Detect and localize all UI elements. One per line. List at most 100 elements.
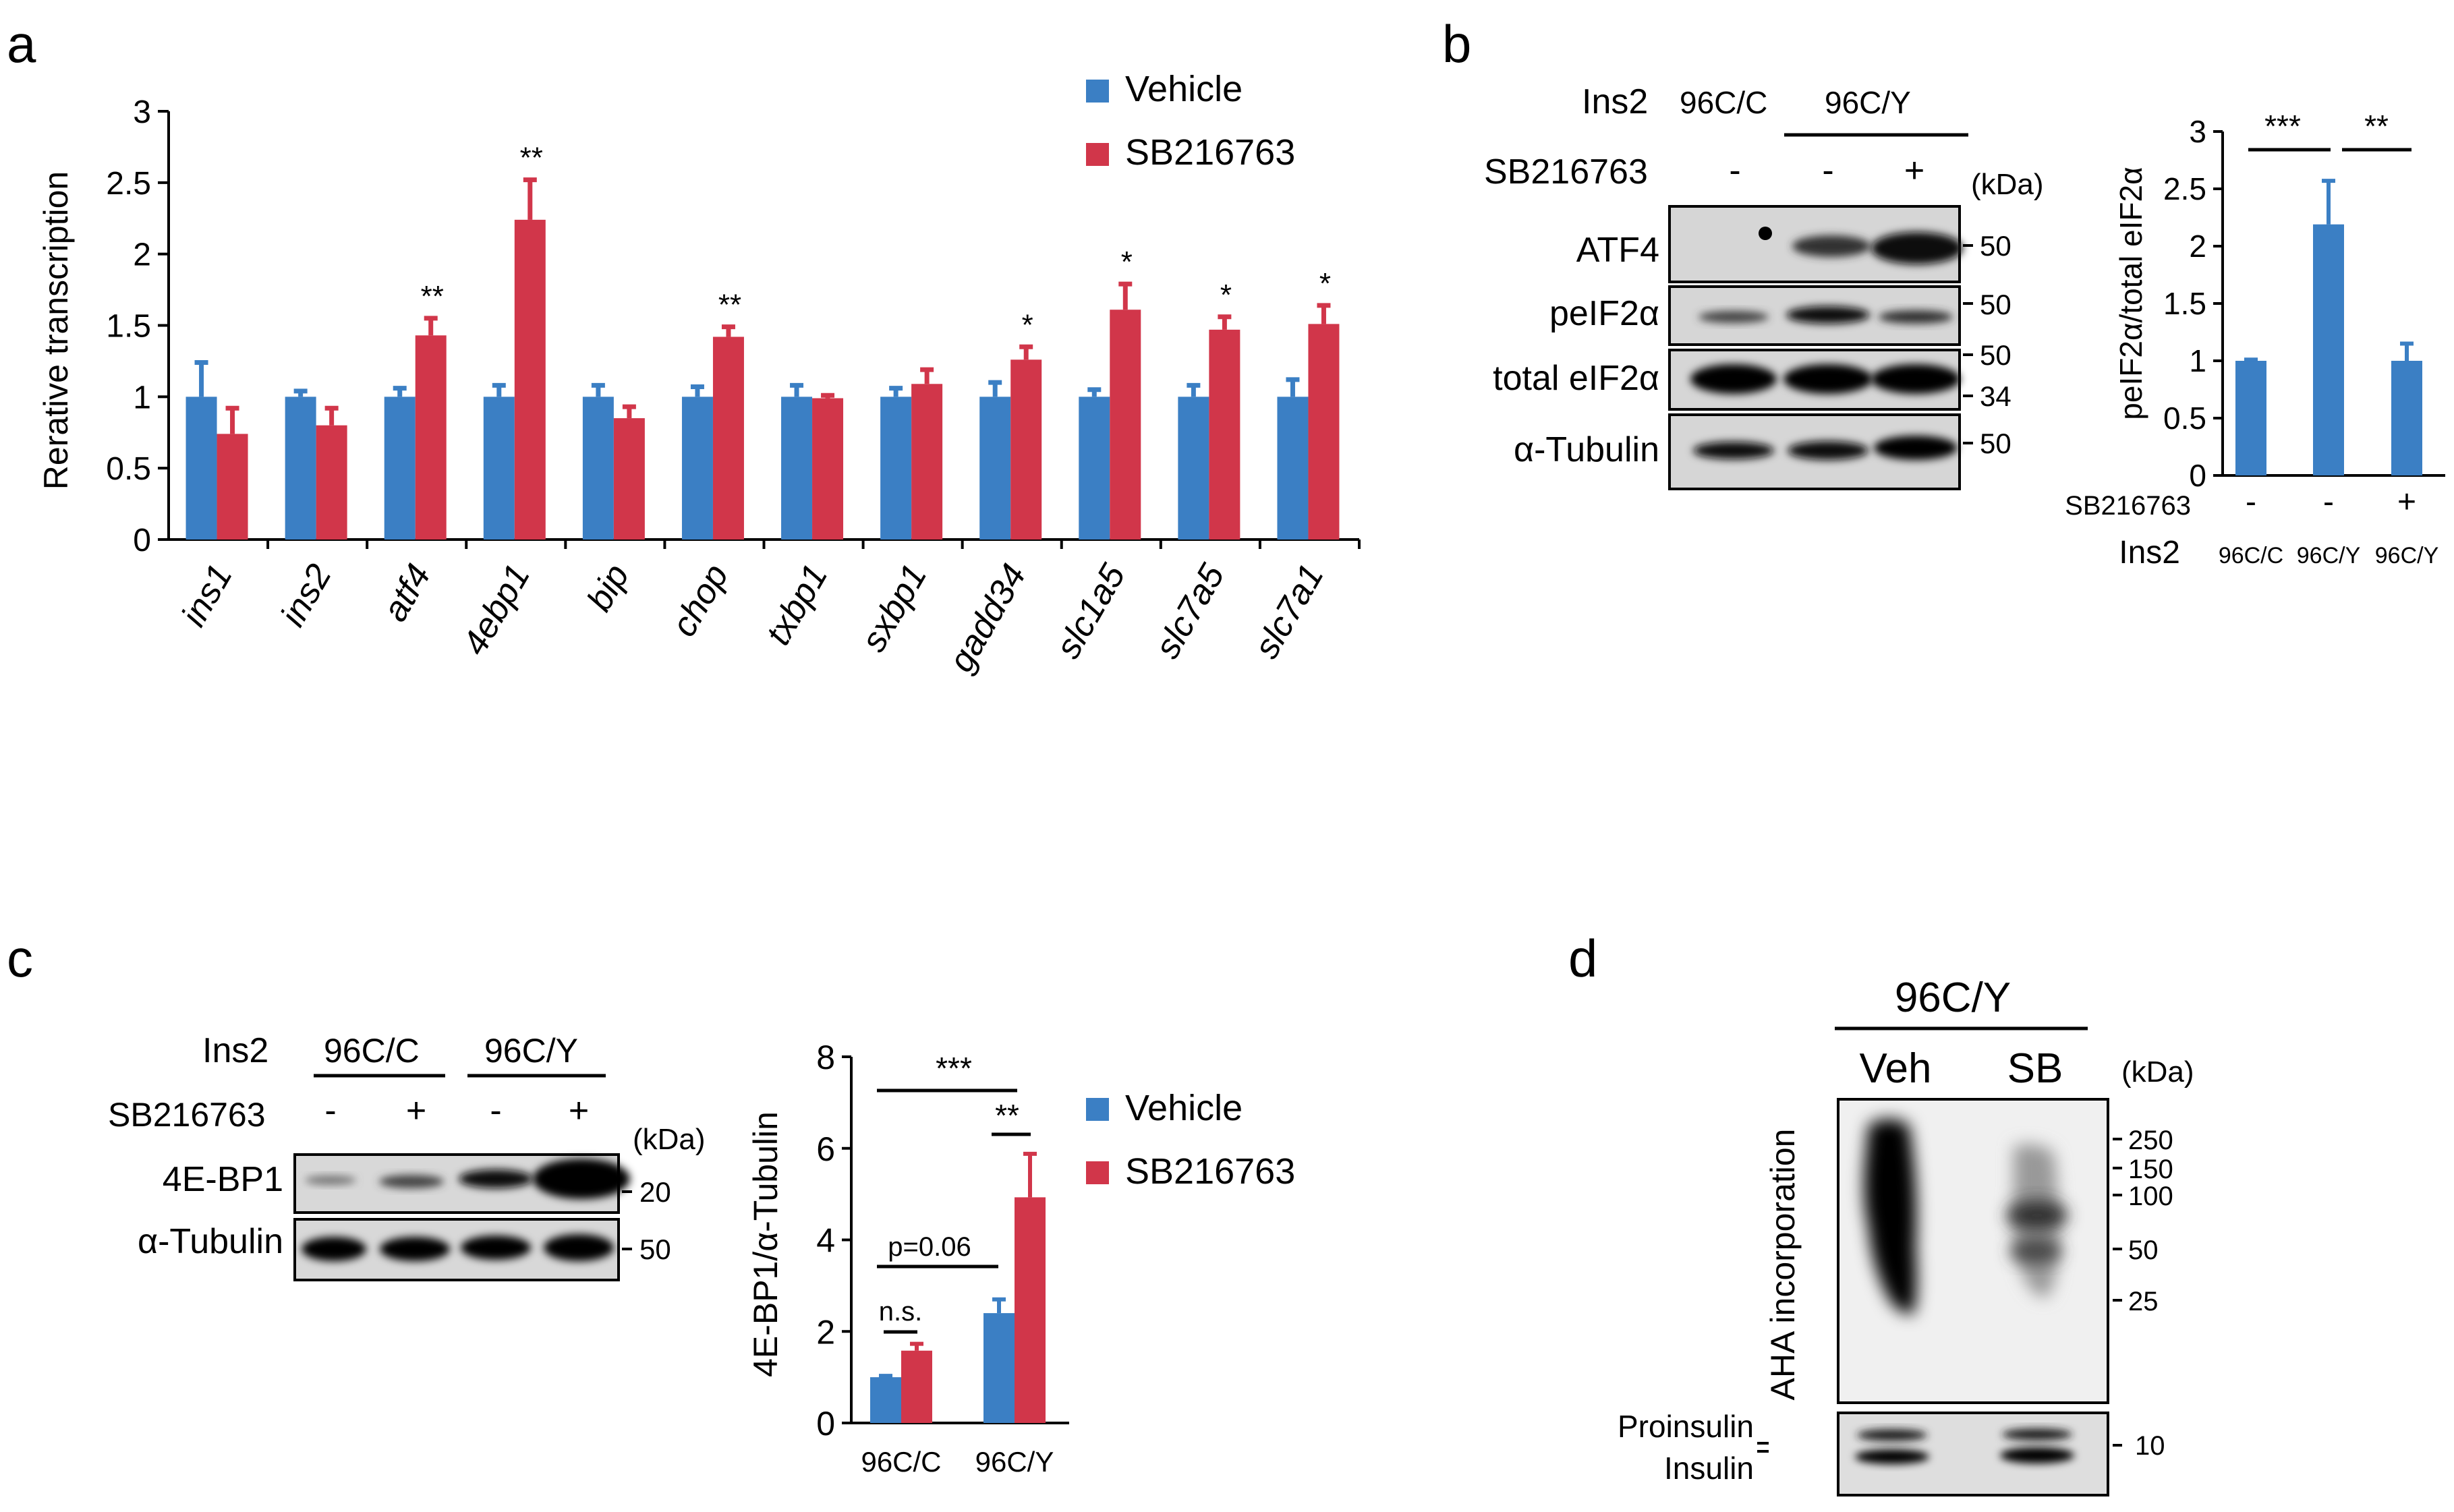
bar-sb216763 bbox=[812, 398, 843, 540]
blot-band bbox=[380, 1237, 450, 1261]
blot-b-row-atf4: ATF4 50 bbox=[1576, 206, 2011, 282]
y-tick-label: 4 bbox=[816, 1222, 835, 1260]
blot-d-group-label: 96C/Y bbox=[1895, 975, 2011, 1021]
y-tick-label: 0 bbox=[816, 1405, 835, 1443]
blot-b-group-96cy: 96C/Y bbox=[1825, 85, 1911, 120]
bar-sb216763 bbox=[1110, 310, 1141, 540]
x-tick-label: slc1a5 bbox=[1048, 557, 1133, 665]
blot-b-sign-1: - bbox=[1729, 151, 1740, 190]
legend-label-vehicle: Vehicle bbox=[1125, 1088, 1243, 1128]
blot-band bbox=[533, 1159, 630, 1199]
blot-b-row-tubulin: α-Tubulin 50 bbox=[1514, 415, 2011, 489]
panel-letter-b: b bbox=[1442, 14, 1471, 74]
bar-vehicle bbox=[983, 1313, 1015, 1423]
blot-b-marker: 50 bbox=[1980, 289, 2011, 320]
bar-sb216763 bbox=[1015, 1197, 1046, 1423]
blot-b-marker: 50 bbox=[1980, 339, 2011, 371]
panel-b: b Ins2 96C/C 96C/Y SB216763 - - + (kDa) … bbox=[1442, 14, 2445, 571]
panel-c: c Ins2 96C/C 96C/Y SB216763 - + - + (kDa… bbox=[7, 929, 1295, 1478]
x-tick-label: 96C/Y bbox=[975, 1446, 1054, 1478]
blot-b-ins2-label: Ins2 bbox=[1582, 82, 1648, 121]
bar-sb216763 bbox=[901, 1351, 932, 1423]
blot-b-row-label: peIF2α bbox=[1549, 294, 1659, 333]
y-tick-label: 0.5 bbox=[106, 451, 151, 487]
legend-label-sb216763: SB216763 bbox=[1125, 1151, 1295, 1192]
blot-band bbox=[1786, 306, 1870, 324]
blot-band bbox=[2010, 1239, 2061, 1263]
x-tick-label: ins2 bbox=[273, 558, 339, 633]
significance-label: *** bbox=[936, 1051, 972, 1086]
blot-c-ins2-label: Ins2 bbox=[202, 1031, 268, 1070]
blot-b-kda-label: (kDa) bbox=[1971, 168, 2044, 201]
blot-b-treatment-label: SB216763 bbox=[1484, 152, 1648, 192]
bar-sb216763 bbox=[316, 426, 347, 540]
bar-sb216763 bbox=[515, 220, 546, 540]
bar-sb216763 bbox=[1010, 359, 1041, 540]
blot-band bbox=[461, 1235, 531, 1260]
blot-band bbox=[1699, 311, 1769, 323]
blot-band bbox=[1690, 364, 1777, 394]
bar-sb216763 bbox=[911, 384, 942, 540]
x-tick-label: ins1 bbox=[174, 558, 240, 633]
panel-d: d 96C/Y Veh SB (kDa) AHA incorporation 2… bbox=[1568, 929, 2194, 1495]
bar-vehicle bbox=[285, 397, 316, 540]
blot-d-label-proinsulin: Proinsulin bbox=[1618, 1409, 1754, 1444]
bar bbox=[2313, 225, 2344, 475]
bar-vehicle bbox=[880, 397, 911, 540]
blot-band bbox=[1874, 436, 1958, 460]
blot-d-kda-label: (kDa) bbox=[2121, 1055, 2194, 1088]
y-tick-label: 1 bbox=[133, 380, 151, 415]
blot-c-row-label: α-Tubulin bbox=[138, 1222, 283, 1261]
blot-b-sign-3: + bbox=[1904, 151, 1924, 190]
blot-spot bbox=[1759, 227, 1772, 240]
blot-c-treatment-label: SB216763 bbox=[108, 1096, 266, 1134]
y-tick-label: 2.5 bbox=[2163, 171, 2206, 206]
y-tick-label: 2 bbox=[2189, 229, 2206, 264]
y-tick-label: 1.5 bbox=[106, 309, 151, 345]
blot-band bbox=[1693, 442, 1774, 459]
significance-label: * bbox=[1022, 308, 1033, 341]
panel-a-legend: Vehicle SB216763 bbox=[1086, 69, 1295, 173]
blot-band bbox=[302, 1237, 366, 1261]
significance-label: ** bbox=[718, 289, 741, 322]
blot-c-marker: 20 bbox=[639, 1176, 671, 1208]
blot-c-sign-2: + bbox=[406, 1091, 426, 1130]
y-tick-label: 2 bbox=[816, 1313, 835, 1351]
treatment-sign: + bbox=[2397, 484, 2416, 520]
blot-c-sign-3: - bbox=[490, 1091, 501, 1130]
panel-letter-a: a bbox=[7, 14, 36, 74]
x-tick-label: bip bbox=[579, 558, 637, 618]
blot-c-marker: 50 bbox=[639, 1233, 671, 1265]
y-tick-label: 1.5 bbox=[2163, 286, 2206, 321]
x-tick-label: 96C/Y bbox=[2297, 543, 2361, 569]
x-tick-label: 96C/Y bbox=[2375, 543, 2439, 569]
blot-d-label-insulin: Insulin bbox=[1664, 1451, 1754, 1486]
blot-band bbox=[2007, 1200, 2067, 1230]
row-label-ins2: Ins2 bbox=[2119, 535, 2180, 571]
blot-c-row-label: 4E-BP1 bbox=[163, 1160, 283, 1199]
y-tick-label: 8 bbox=[816, 1039, 835, 1076]
legend-swatch-sb216763 bbox=[1086, 143, 1109, 166]
blot-band bbox=[1871, 232, 1963, 264]
blot-b-row-label: α-Tubulin bbox=[1514, 430, 1659, 469]
blot-d-marker: 50 bbox=[2128, 1235, 2159, 1265]
bar-vehicle bbox=[781, 397, 812, 540]
blot-d-marker: 10 bbox=[2135, 1431, 2165, 1461]
y-tick-label: 0 bbox=[2189, 458, 2206, 493]
panel-c-ylabel: 4E-BP1/α-Tubulin bbox=[747, 1111, 784, 1377]
legend-swatch-vehicle bbox=[1086, 80, 1109, 103]
blot-b-row-label: ATF4 bbox=[1576, 231, 1659, 270]
blot-c-sign-1: - bbox=[324, 1091, 336, 1130]
y-tick-label: 3 bbox=[133, 94, 151, 130]
bar-sb216763 bbox=[1209, 330, 1240, 540]
bar bbox=[2391, 361, 2422, 475]
y-tick-label: 1 bbox=[2189, 343, 2206, 378]
panel-c-legend: Vehicle SB216763 bbox=[1086, 1088, 1295, 1192]
blot-b-row-total-eif2a: total eIF2α 50 34 bbox=[1493, 339, 2011, 412]
blot-band bbox=[1871, 364, 1960, 394]
blot-c-sign-4: + bbox=[569, 1091, 589, 1130]
bar-vehicle bbox=[682, 397, 713, 540]
legend-label-vehicle: Vehicle bbox=[1125, 69, 1243, 109]
